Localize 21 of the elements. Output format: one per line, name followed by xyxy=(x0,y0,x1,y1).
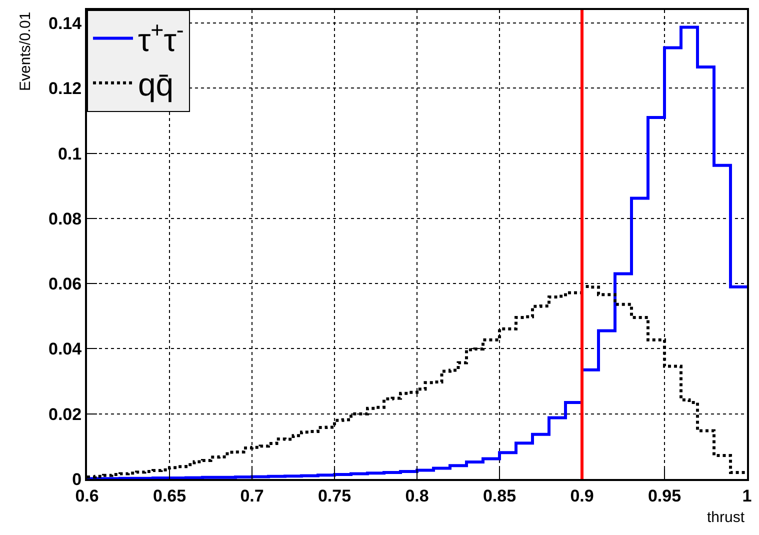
x-tick-label: 1 xyxy=(742,486,752,506)
x-tick-label: 0.7 xyxy=(240,486,264,506)
legend-label: qq̄ xyxy=(138,66,174,102)
legend-label: τ$^{+}$τ$^{-}$ xyxy=(138,17,184,58)
y-tick-label: 0.06 xyxy=(48,274,82,294)
x-tick-label: 0.65 xyxy=(152,486,186,506)
x-tick-label: 0.75 xyxy=(318,486,352,506)
y-tick-label: 0.02 xyxy=(48,404,82,424)
x-axis-title: thrust xyxy=(707,509,746,526)
x-tick-label: 0.6 xyxy=(75,486,99,506)
y-tick-label: 0.12 xyxy=(48,79,82,98)
x-tick-label: 0.9 xyxy=(570,486,594,506)
y-axis-title: Events/0.01 xyxy=(17,12,34,91)
x-tick-label: 0.95 xyxy=(648,486,682,506)
y-tick-label: 0.04 xyxy=(48,340,82,359)
y-tick-label: 0.14 xyxy=(48,14,82,33)
y-tick-label: 0.1 xyxy=(58,144,82,164)
y-tick-label: 0 xyxy=(72,470,82,489)
x-tick-label: 0.8 xyxy=(405,486,429,506)
y-tick-label: 0.08 xyxy=(48,209,82,228)
x-tick-label: 0.85 xyxy=(482,486,516,506)
